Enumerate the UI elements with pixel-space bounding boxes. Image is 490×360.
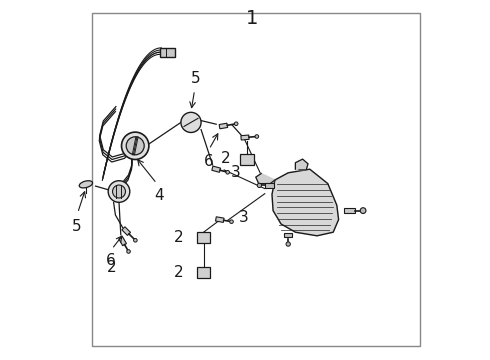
Bar [219, 123, 228, 129]
Bar [216, 217, 224, 222]
Circle shape [181, 112, 201, 132]
Text: 3: 3 [231, 165, 241, 180]
Polygon shape [256, 174, 275, 184]
Text: 2: 2 [173, 230, 183, 245]
Polygon shape [272, 169, 339, 236]
Circle shape [134, 238, 137, 242]
Text: 2: 2 [107, 260, 117, 275]
Bar [284, 233, 292, 237]
Circle shape [122, 132, 149, 159]
Bar [119, 237, 126, 246]
Bar [265, 183, 274, 188]
Circle shape [126, 137, 144, 155]
Text: 1: 1 [246, 9, 258, 28]
Circle shape [127, 250, 130, 253]
Text: 5: 5 [72, 219, 81, 234]
Bar [212, 166, 220, 172]
Bar [344, 208, 355, 213]
Text: 2: 2 [173, 265, 183, 280]
Circle shape [257, 183, 262, 188]
Circle shape [113, 185, 125, 198]
Bar [160, 48, 175, 57]
Circle shape [234, 122, 238, 126]
Circle shape [230, 220, 233, 224]
Text: 5: 5 [191, 71, 200, 86]
Text: 3: 3 [238, 210, 248, 225]
Text: 2: 2 [220, 151, 230, 166]
Circle shape [226, 171, 229, 174]
Circle shape [255, 135, 259, 138]
Bar [197, 232, 210, 243]
Bar [241, 135, 249, 140]
Text: 6: 6 [204, 154, 214, 169]
Circle shape [108, 181, 130, 202]
Bar [240, 154, 254, 165]
Ellipse shape [79, 181, 93, 188]
Circle shape [286, 242, 291, 246]
Bar [197, 267, 210, 278]
Text: 6: 6 [106, 253, 116, 269]
Bar [122, 227, 130, 235]
Text: 4: 4 [154, 188, 164, 203]
Circle shape [360, 208, 366, 213]
Polygon shape [295, 159, 308, 170]
